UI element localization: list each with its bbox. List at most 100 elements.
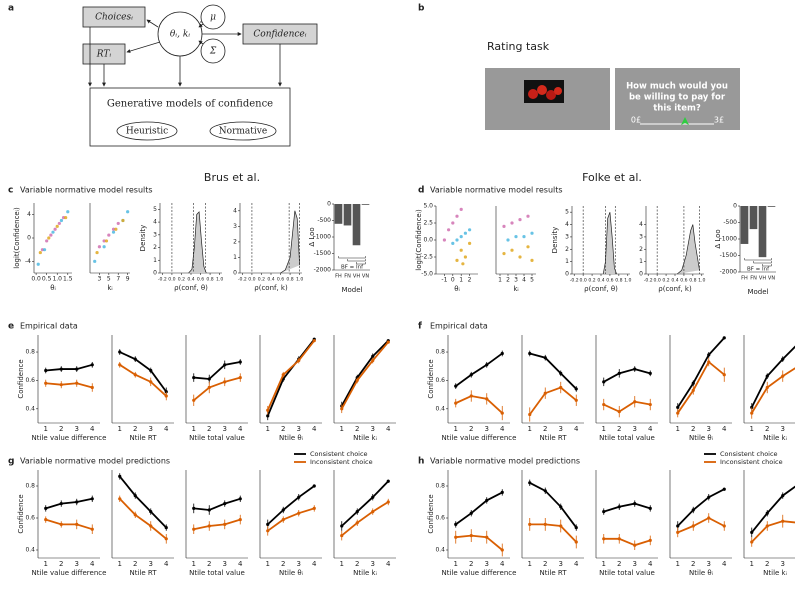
x-axis-label: Ntile value difference bbox=[32, 569, 107, 577]
x-tick-label: 3 bbox=[97, 276, 101, 283]
series-line bbox=[529, 386, 577, 416]
point bbox=[90, 497, 94, 501]
y-axis-label: Confidence bbox=[17, 359, 25, 398]
node-ellipse bbox=[116, 121, 178, 141]
series-line bbox=[119, 351, 167, 393]
point bbox=[676, 405, 680, 409]
y-tick-label: 0.4 bbox=[25, 547, 35, 554]
point bbox=[223, 522, 227, 527]
x-tick-label: 1.0 bbox=[698, 278, 705, 284]
y-tick-label: -1000 bbox=[314, 234, 332, 241]
x-tick-label: 3 bbox=[781, 560, 785, 568]
point bbox=[266, 529, 270, 533]
x-tick-label: 1 bbox=[192, 560, 196, 568]
point bbox=[528, 351, 532, 356]
task-title: Rating task bbox=[487, 40, 550, 53]
x-tick-label: 0.2 bbox=[258, 277, 265, 283]
x-tick-label: 3 bbox=[297, 560, 301, 568]
diagram bbox=[82, 4, 318, 147]
point bbox=[648, 402, 652, 407]
x-tick-label: 3 bbox=[371, 425, 375, 433]
panel-letter: d bbox=[418, 186, 424, 196]
point bbox=[93, 259, 97, 263]
y-tick-label: 0.0 bbox=[423, 237, 433, 244]
point bbox=[633, 502, 637, 506]
point bbox=[500, 548, 504, 552]
y-tick-label: -500 bbox=[723, 219, 737, 226]
series-line bbox=[677, 488, 725, 527]
x-tick-label: 1.5 bbox=[63, 276, 73, 283]
x-tick-label: 0.8 bbox=[286, 277, 293, 283]
point bbox=[44, 381, 48, 385]
point bbox=[602, 380, 606, 384]
x-axis-label: ρ(conf, k) bbox=[254, 284, 288, 292]
point bbox=[707, 495, 711, 499]
point bbox=[312, 339, 316, 343]
y-tick-label: 0 bbox=[733, 203, 737, 210]
legend-label: Consistent choice bbox=[310, 450, 368, 458]
y-tick-label: 0 bbox=[327, 201, 331, 208]
x-tick-label: 7 bbox=[116, 276, 120, 283]
x-axis-label: ρ(conf, k) bbox=[658, 285, 692, 293]
point bbox=[340, 524, 344, 528]
point bbox=[238, 518, 242, 522]
annotation: BF = Inf bbox=[747, 267, 770, 273]
point bbox=[781, 519, 785, 523]
point bbox=[451, 241, 455, 245]
point bbox=[463, 231, 467, 235]
x-tick-label: 1 bbox=[498, 277, 502, 284]
series-line bbox=[677, 360, 725, 414]
series-line bbox=[193, 376, 241, 401]
x-axis-label: Ntile kᵢ bbox=[353, 434, 377, 442]
x-tick-label: 1 bbox=[266, 560, 270, 568]
x-tick-label: 1 bbox=[454, 560, 458, 568]
point bbox=[617, 410, 621, 414]
point bbox=[750, 530, 754, 535]
x-tick-label: 1 bbox=[602, 425, 606, 433]
point bbox=[75, 522, 79, 527]
x-tick-label: 3 bbox=[75, 425, 79, 433]
x-axis-label: Ntile θᵢ bbox=[279, 434, 303, 442]
point bbox=[485, 498, 489, 502]
x-tick-label: 3 bbox=[633, 560, 637, 568]
point bbox=[95, 250, 99, 255]
x-tick-label: 2 bbox=[469, 560, 473, 568]
point bbox=[543, 356, 547, 360]
x-tick-label: 0.0 bbox=[248, 277, 255, 283]
point bbox=[42, 248, 47, 252]
y-tick-label: 3 bbox=[233, 223, 237, 230]
y-tick-label: 0.4 bbox=[435, 405, 445, 412]
point bbox=[297, 511, 301, 515]
y-tick-label: -4 bbox=[25, 258, 31, 265]
x-tick-label: 2 bbox=[691, 560, 695, 568]
x-axis-label: ρ(conf, θ) bbox=[584, 285, 618, 293]
point bbox=[66, 210, 70, 214]
y-tick-label: -1500 bbox=[314, 250, 332, 257]
x-tick-label: 3 bbox=[485, 425, 489, 433]
point bbox=[463, 255, 467, 259]
panel-letter: g bbox=[8, 457, 14, 467]
series-line bbox=[751, 485, 795, 533]
series-line bbox=[193, 497, 241, 511]
node-label: Σ bbox=[209, 47, 217, 57]
x-tick-label: 4 bbox=[500, 560, 505, 568]
point bbox=[207, 508, 211, 512]
point bbox=[722, 373, 726, 377]
point bbox=[574, 398, 578, 402]
x-tick-label: 1 bbox=[118, 560, 122, 568]
series-line bbox=[455, 395, 503, 414]
panel-letter: c bbox=[8, 186, 13, 196]
x-tick-label: 0.2 bbox=[588, 278, 595, 284]
point bbox=[59, 367, 63, 371]
legend-label: Inconsistent choice bbox=[720, 458, 783, 466]
point bbox=[459, 248, 463, 252]
point bbox=[340, 407, 344, 411]
point bbox=[281, 373, 285, 377]
comparison-bracket bbox=[753, 261, 772, 264]
bar bbox=[334, 204, 343, 224]
series-line bbox=[750, 345, 795, 408]
point bbox=[207, 524, 211, 528]
point bbox=[90, 385, 94, 390]
x-tick-label: 3 bbox=[75, 560, 79, 568]
